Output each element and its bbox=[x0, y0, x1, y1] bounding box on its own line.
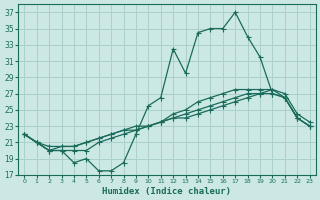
X-axis label: Humidex (Indice chaleur): Humidex (Indice chaleur) bbox=[102, 187, 231, 196]
